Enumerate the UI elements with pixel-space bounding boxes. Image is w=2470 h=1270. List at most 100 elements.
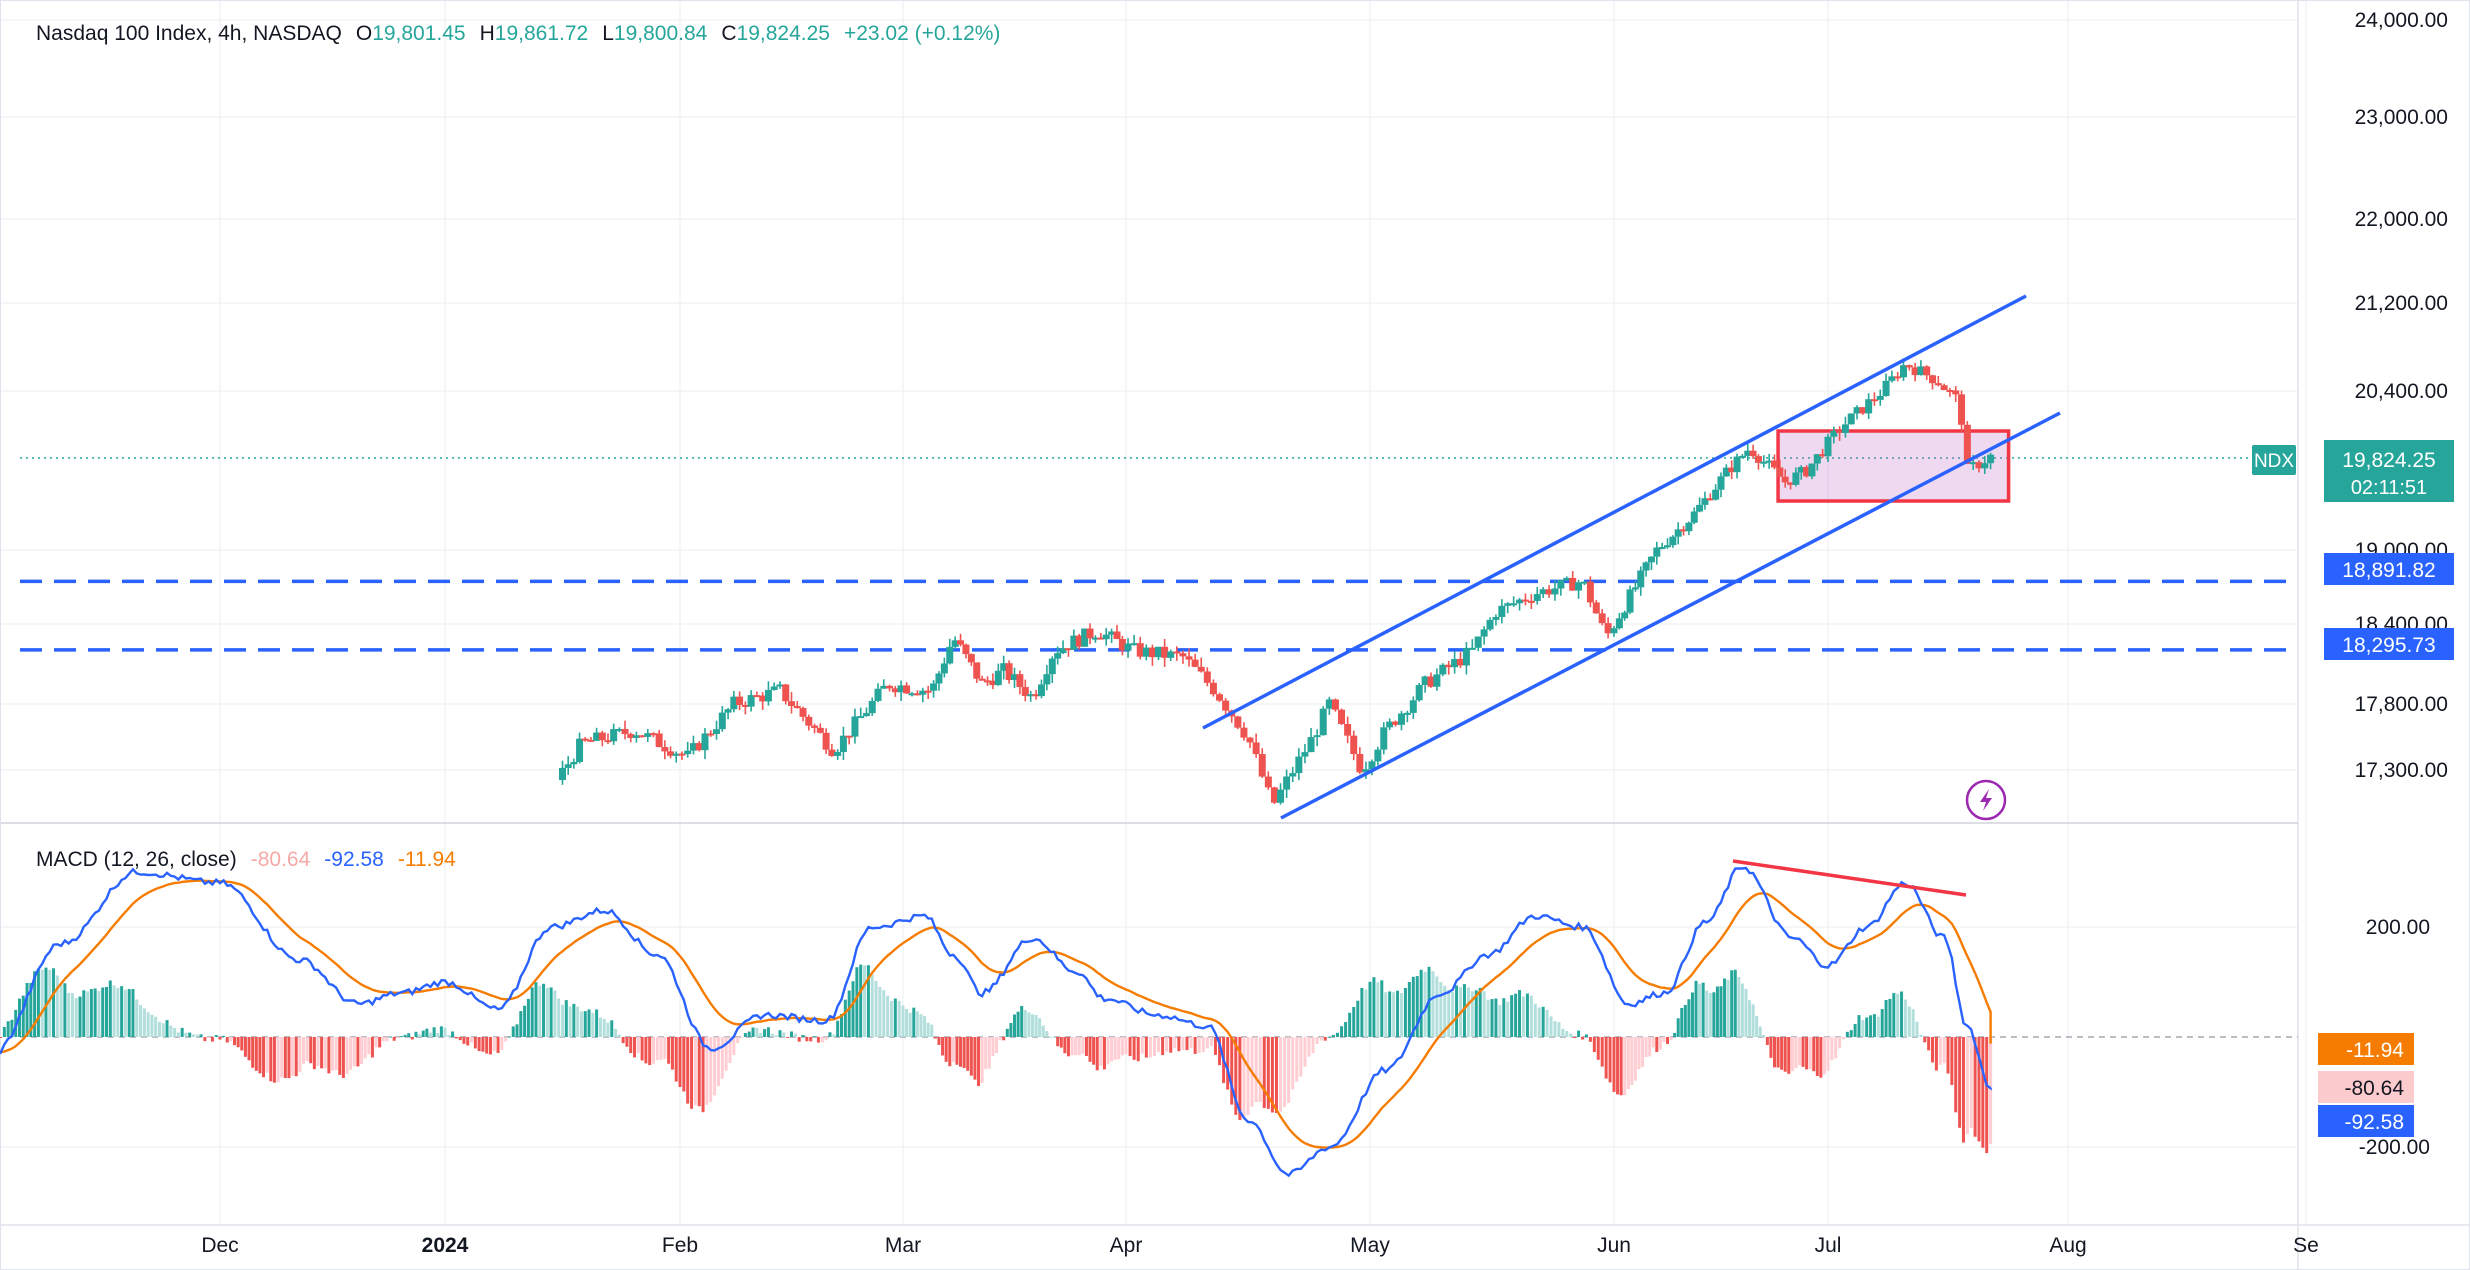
histogram-bar xyxy=(1092,1037,1096,1065)
histogram-bar xyxy=(1041,1025,1045,1037)
time-axis[interactable]: Dec 2024 Feb Mar Apr May Jun Jul Aug Se xyxy=(201,1234,2319,1257)
trend-channel[interactable] xyxy=(1202,294,2061,820)
histogram-bar xyxy=(1066,1037,1070,1057)
histogram-bar xyxy=(617,1034,621,1037)
histogram-bar xyxy=(839,1014,843,1037)
histogram-bar xyxy=(1946,1037,1950,1074)
candle-down xyxy=(957,640,965,645)
candle-down xyxy=(1604,623,1612,634)
histogram-bar xyxy=(530,987,534,1037)
histogram-bar xyxy=(1600,1037,1604,1067)
histogram-bar xyxy=(488,1037,492,1055)
channel-upper-line[interactable] xyxy=(1202,294,2027,730)
histogram-bar xyxy=(1666,1037,1669,1044)
histogram-bar xyxy=(1565,1030,1569,1037)
candle-up xyxy=(1722,467,1730,477)
histogram-bar xyxy=(1581,1037,1585,1040)
histogram-bar xyxy=(1327,1036,1331,1038)
macd-signal-line xyxy=(0,879,1992,1149)
candle-down xyxy=(1870,399,1878,402)
histogram-bar xyxy=(682,1037,686,1092)
histogram-bar xyxy=(287,1037,291,1079)
histogram-bar xyxy=(1888,998,1892,1037)
candle-down xyxy=(1545,589,1553,595)
candle-down xyxy=(1222,700,1230,711)
candle-up xyxy=(1289,773,1297,777)
last-price-tag[interactable]: 19,824.25 02:11:51 xyxy=(2324,440,2454,502)
histogram-bar xyxy=(670,1037,674,1070)
candle-up xyxy=(1043,674,1051,685)
candle-down xyxy=(1252,742,1260,755)
histogram-bar xyxy=(933,1037,937,1039)
macd-legend-row: MACD (12, 26, close) -80.64 -92.58 -11.94 xyxy=(36,848,456,871)
candle-up xyxy=(1362,769,1370,773)
candle-up xyxy=(1474,636,1482,648)
histogram-bar xyxy=(724,1037,728,1071)
histogram-bar xyxy=(254,1037,258,1071)
histogram-bar xyxy=(863,965,867,1037)
histogram-bar xyxy=(709,1037,713,1102)
channel-lower-line[interactable] xyxy=(1280,411,2061,820)
lightning-icon[interactable] xyxy=(1965,779,2007,821)
histogram-bar xyxy=(1399,993,1403,1037)
price-pane[interactable]: 24,000.00 23,000.00 22,000.00 21,200.00 20,4… xyxy=(20,9,2448,820)
candle-up xyxy=(1486,619,1494,630)
histogram-bar xyxy=(1392,992,1396,1037)
candle-up xyxy=(1865,399,1873,414)
histogram-bar xyxy=(1683,1004,1687,1037)
candle-down xyxy=(805,716,813,726)
candle-up xyxy=(1386,721,1394,728)
histogram-bar xyxy=(10,1019,14,1037)
macd-axis[interactable]: 200.00 -200.00 xyxy=(2359,916,2430,1159)
histogram-bar xyxy=(63,983,67,1037)
level-tag-1[interactable]: 18,891.82 xyxy=(2324,553,2454,585)
histogram-bar xyxy=(1769,1037,1773,1058)
symbol-title[interactable]: Nasdaq 100 Index, 4h, NASDAQ xyxy=(36,22,342,45)
histogram-bar xyxy=(1165,1037,1169,1052)
candle-up xyxy=(1580,581,1588,584)
macd-line-tag[interactable]: -92.58 xyxy=(2318,1105,2414,1137)
histogram-bar xyxy=(1819,1037,1823,1078)
macd-signal-tag[interactable]: -11.94 xyxy=(2318,1033,2414,1065)
level-tag-2[interactable]: 18,295.73 xyxy=(2324,628,2454,660)
histogram-bar xyxy=(265,1037,269,1073)
histogram-bar xyxy=(1723,978,1727,1037)
macd-title[interactable]: MACD (12, 26, close) xyxy=(36,848,237,871)
candle-down xyxy=(1680,529,1688,532)
price-tick-label: 17,300.00 xyxy=(2355,759,2448,782)
histogram-bar xyxy=(1740,983,1744,1037)
macd-hist-tag[interactable]: -80.64 xyxy=(2318,1071,2414,1103)
ndx-symbol-tag[interactable]: NDX xyxy=(2252,445,2296,475)
histogram-bar xyxy=(1903,999,1907,1037)
candle-up xyxy=(1421,676,1429,686)
histogram-bar xyxy=(602,1018,606,1037)
candle-up xyxy=(1462,647,1470,666)
histogram-bar xyxy=(1694,980,1698,1037)
candle-down xyxy=(1929,375,1937,384)
histogram-bar xyxy=(977,1037,981,1087)
price-tick-label: 17,800.00 xyxy=(2355,693,2448,716)
histogram-bar xyxy=(360,1037,364,1065)
histogram-bar xyxy=(1009,1023,1013,1037)
histogram-bar xyxy=(1045,1031,1049,1037)
histogram-bar xyxy=(705,1037,709,1105)
candle-up xyxy=(1403,712,1411,715)
candle-down xyxy=(1246,737,1254,743)
macd-pane[interactable]: 200.00 -200.00 xyxy=(0,859,2430,1178)
histogram-bar xyxy=(1023,1010,1027,1037)
candle-up xyxy=(559,767,566,780)
candle-down xyxy=(1005,663,1013,681)
histogram-bar xyxy=(948,1037,952,1067)
candle-up xyxy=(1808,463,1816,477)
candle-down xyxy=(707,733,715,736)
histogram-bar xyxy=(1331,1034,1335,1037)
candle-down xyxy=(1569,577,1577,591)
histogram-bar xyxy=(1376,982,1380,1037)
candle-down xyxy=(1728,467,1736,473)
histogram-bar xyxy=(356,1037,360,1067)
candle-down xyxy=(1706,498,1714,501)
divergence-line[interactable] xyxy=(1732,859,1967,897)
ndx-symbol-text: NDX xyxy=(2254,451,2294,472)
histogram-bar xyxy=(1790,1037,1794,1072)
